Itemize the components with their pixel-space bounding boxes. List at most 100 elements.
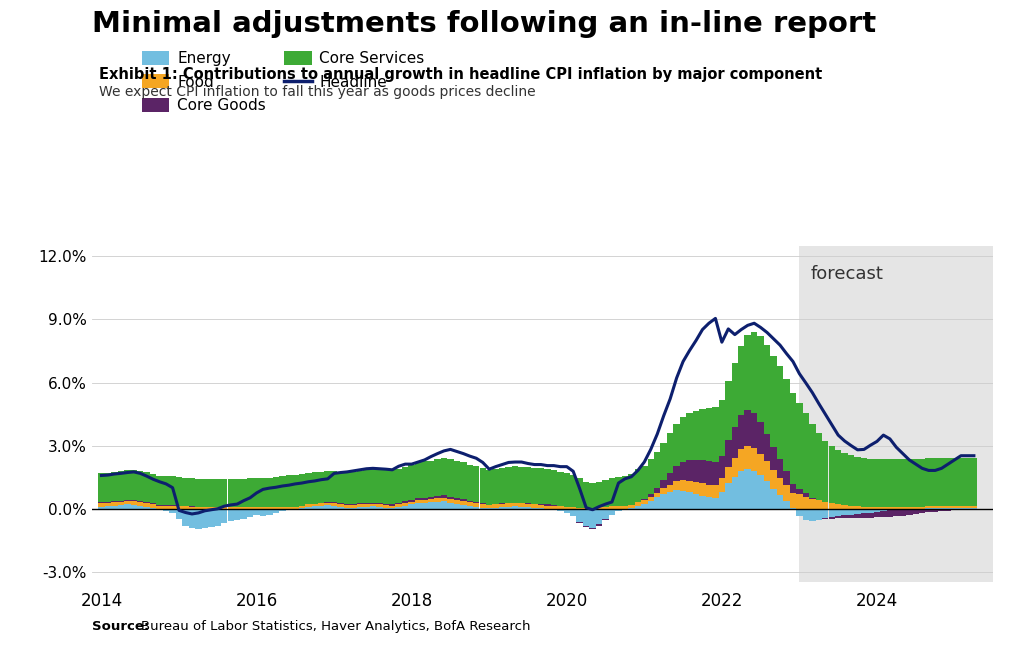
Bar	[266, 507, 272, 509]
Bar	[887, 509, 893, 510]
Bar	[473, 503, 479, 507]
Bar	[331, 505, 337, 509]
Bar	[926, 458, 932, 506]
Bar	[842, 509, 848, 515]
Bar	[848, 506, 854, 509]
Bar	[118, 505, 124, 509]
Bar	[602, 507, 608, 509]
Bar	[370, 469, 376, 503]
Bar	[777, 459, 783, 477]
Bar	[706, 461, 712, 485]
Bar	[383, 470, 389, 504]
Bar	[957, 457, 965, 505]
Bar	[331, 502, 337, 503]
Bar	[402, 501, 409, 503]
Bar	[551, 470, 557, 505]
Bar	[932, 508, 938, 509]
Bar	[828, 517, 835, 519]
Bar	[260, 509, 266, 516]
Bar	[751, 413, 758, 448]
Bar	[938, 508, 945, 509]
Bar	[124, 470, 130, 499]
Bar	[596, 509, 602, 525]
Bar	[395, 507, 402, 509]
Bar	[608, 477, 615, 506]
Bar	[286, 507, 292, 509]
Bar	[912, 510, 919, 514]
Bar	[893, 507, 899, 509]
Bar	[208, 509, 215, 527]
Bar	[899, 459, 906, 507]
Bar	[803, 413, 809, 494]
Bar	[654, 497, 660, 509]
Bar	[434, 496, 440, 498]
Bar	[887, 510, 893, 517]
Bar	[538, 505, 544, 509]
Bar	[272, 509, 280, 513]
Bar	[706, 485, 712, 497]
Bar	[131, 505, 137, 509]
Bar	[731, 427, 738, 458]
Bar	[241, 509, 247, 519]
Bar	[557, 506, 563, 509]
Bar	[828, 509, 835, 517]
Bar	[428, 461, 434, 497]
Bar	[686, 413, 693, 460]
Bar	[965, 457, 971, 505]
Bar	[725, 441, 731, 466]
Bar	[706, 497, 712, 509]
Bar	[227, 507, 233, 509]
Bar	[241, 479, 247, 507]
Bar	[596, 482, 602, 507]
Bar	[299, 474, 305, 506]
Bar	[893, 509, 899, 510]
Bar	[518, 503, 524, 507]
Bar	[518, 507, 524, 509]
Bar	[460, 505, 467, 509]
Bar	[822, 509, 828, 518]
Bar	[854, 509, 861, 514]
Bar	[104, 473, 112, 502]
Bar	[364, 504, 370, 507]
Bar	[98, 507, 104, 509]
Bar	[409, 465, 415, 500]
Bar	[512, 466, 518, 503]
Bar	[932, 509, 938, 512]
Bar	[660, 480, 667, 488]
Bar	[783, 379, 790, 471]
Bar	[906, 509, 912, 510]
Bar	[188, 478, 196, 506]
Bar	[137, 505, 143, 509]
Bar	[440, 501, 447, 509]
Bar	[143, 472, 150, 502]
Bar	[660, 443, 667, 480]
Bar	[337, 507, 344, 509]
Bar	[797, 489, 803, 494]
Bar	[422, 499, 428, 503]
Bar	[415, 463, 421, 498]
Bar	[479, 503, 486, 504]
Bar	[344, 505, 350, 508]
Bar	[699, 483, 706, 496]
Bar	[131, 470, 137, 500]
Bar	[208, 507, 215, 509]
Bar	[965, 509, 971, 510]
Bar	[854, 457, 861, 506]
Bar	[770, 356, 777, 447]
Bar	[169, 505, 176, 509]
Bar	[434, 502, 440, 509]
Bar	[577, 478, 583, 508]
Bar	[104, 503, 112, 506]
Bar	[344, 508, 350, 509]
Bar	[440, 457, 447, 495]
Bar	[428, 499, 434, 503]
Bar	[409, 505, 415, 509]
Bar	[428, 503, 434, 509]
Bar	[674, 490, 680, 509]
Bar	[835, 516, 842, 518]
Bar	[241, 507, 247, 509]
Bar	[409, 500, 415, 502]
Bar	[951, 509, 957, 510]
Bar	[311, 472, 317, 504]
Bar	[196, 509, 202, 529]
